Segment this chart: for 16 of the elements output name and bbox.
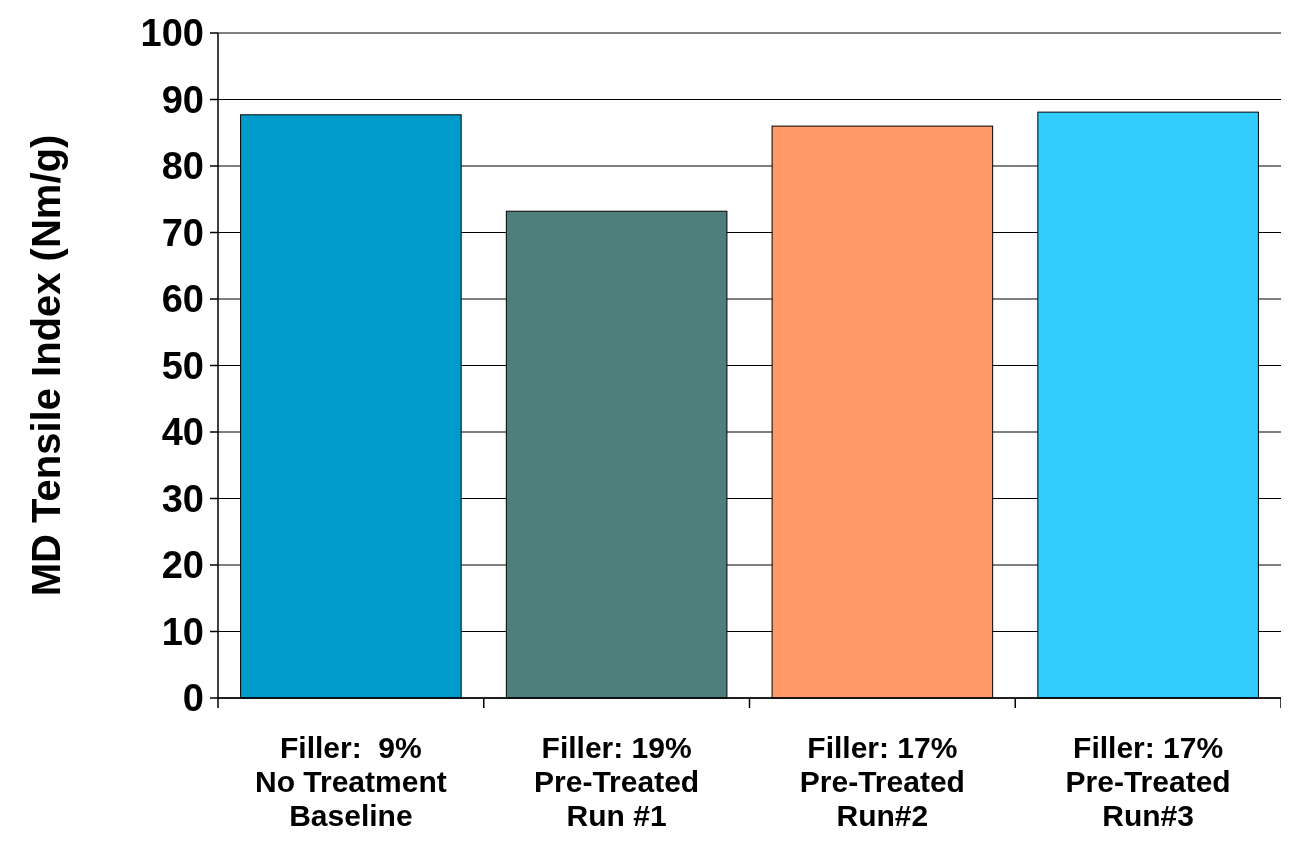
y-tick-label: 30 [161,477,204,520]
x-tick-label: Filler: 17% Pre-Treated Run#3 [1065,731,1231,832]
y-tick-label: 80 [161,145,204,188]
y-axis-title: MD Tensile Index (Nm/g) [24,134,68,597]
x-tick-label: Filler: 19% Pre-Treated Run #1 [534,731,700,832]
x-tick-label: Filler: 17% Pre-Treated Run#2 [799,731,965,832]
y-tick-label: 70 [161,211,204,254]
x-tick-label: Filler: 9% No Treatment Baseline [255,731,447,832]
y-tick-label: 60 [161,278,204,321]
y-tick-label: 50 [161,344,204,387]
y-tick-label: 20 [161,544,204,587]
y-tick-label: 40 [161,411,204,454]
y-tick-label: 100 [140,12,204,55]
y-tick-label: 0 [182,677,204,720]
y-tick-label: 90 [161,78,204,121]
y-tick-label: 10 [161,610,204,653]
